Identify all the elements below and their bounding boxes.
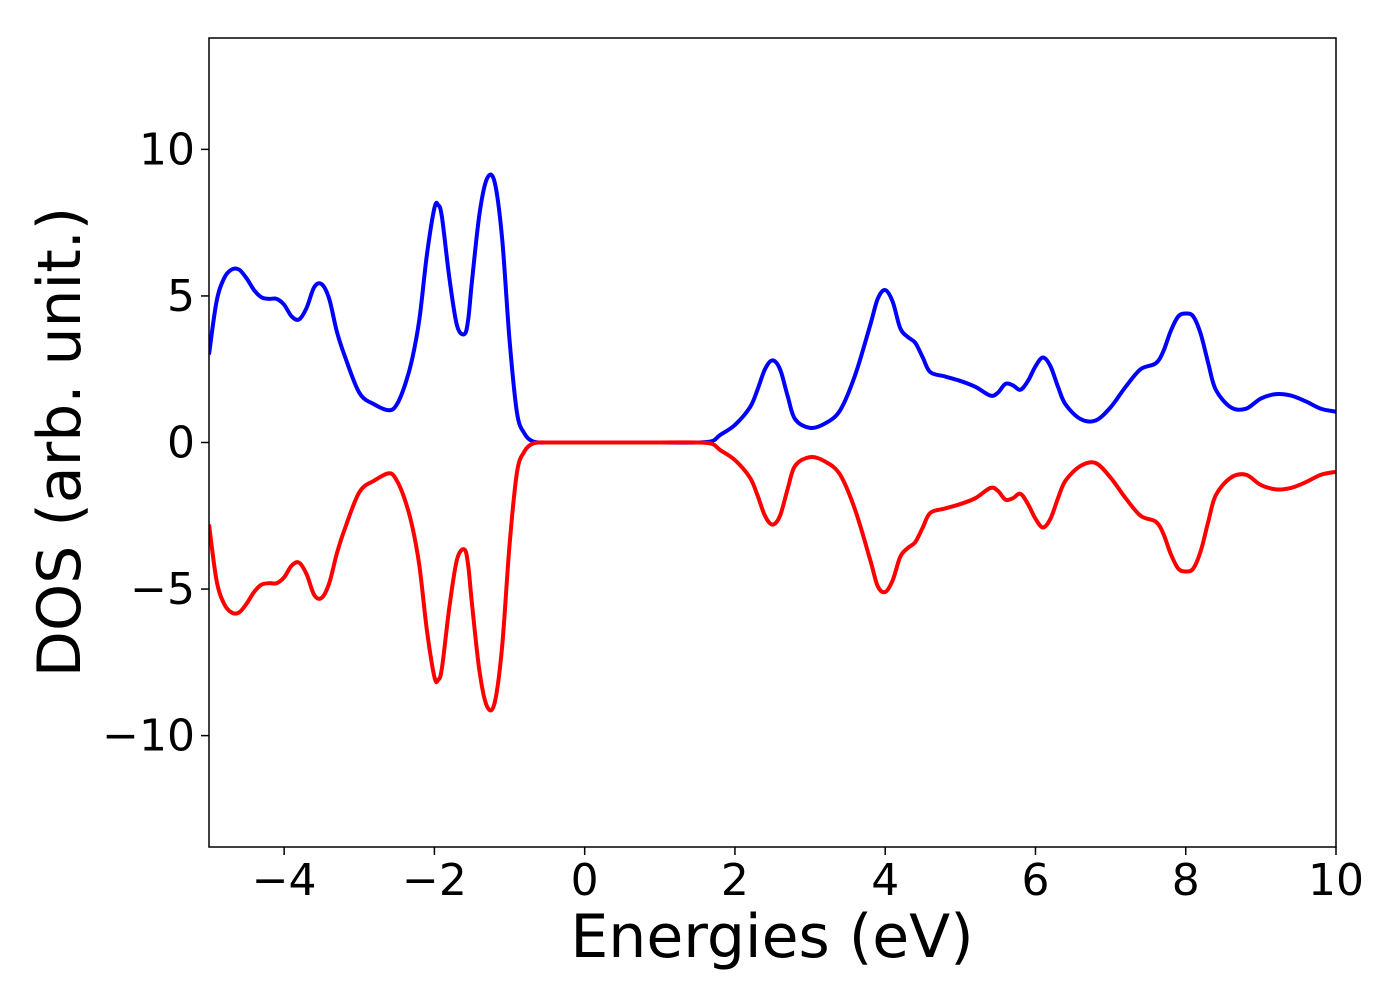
x-tick-label: −4: [252, 855, 317, 906]
x-tick-label: −2: [402, 855, 467, 906]
x-tick-label: 6: [1021, 855, 1049, 906]
series-group: [209, 172, 1336, 713]
y-tick-label: 0: [167, 418, 195, 469]
x-axis: −4 −2 0 2 4 6 8 10: [252, 847, 1364, 906]
y-tick-label: −5: [130, 564, 195, 615]
x-tick-label: 10: [1308, 855, 1364, 906]
y-tick-label: 10: [139, 124, 195, 175]
series-line-0: [209, 172, 1336, 445]
x-tick-label: 4: [871, 855, 899, 906]
x-tick-label: 2: [721, 855, 749, 906]
x-axis-title: Energies (eV): [570, 902, 973, 972]
y-axis-title: DOS (arb. unit.): [25, 207, 95, 677]
series-line-1: [209, 440, 1336, 713]
x-tick-label: 8: [1172, 855, 1200, 906]
y-axis: 10 5 0 −5 −10: [102, 124, 209, 762]
y-tick-label: −10: [102, 711, 195, 762]
plot-frame: [208, 37, 1337, 848]
x-tick-label: 0: [571, 855, 599, 906]
y-tick-label: 5: [167, 271, 195, 322]
